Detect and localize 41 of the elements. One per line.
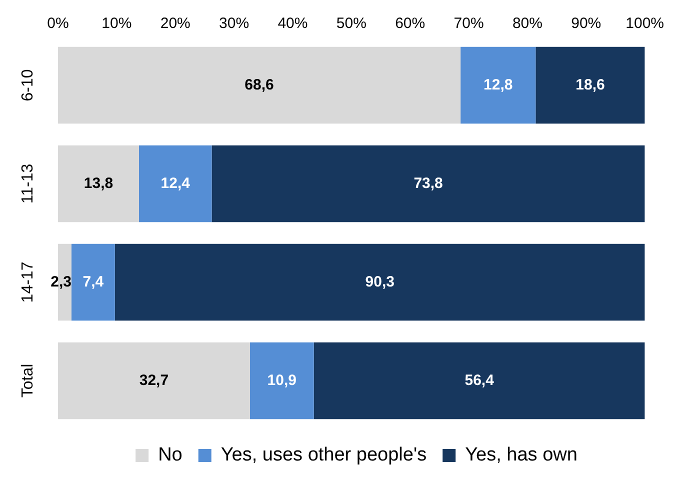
y-tick-label: 6-10 — [19, 69, 36, 102]
data-label: 90,3 — [365, 273, 394, 290]
data-label: 18,6 — [576, 76, 605, 94]
bar — [460, 46, 536, 124]
x-tick-label: 30% — [219, 15, 250, 32]
y-tick-label: Total — [19, 364, 36, 398]
bar — [250, 342, 314, 420]
x-tick-label: 60% — [395, 15, 426, 32]
bar — [58, 342, 250, 420]
x-tick-label: 20% — [160, 15, 190, 32]
legend-label: Yes, has own — [465, 444, 578, 466]
data-label: 12,4 — [160, 174, 191, 192]
data-label: 12,8 — [484, 76, 513, 94]
y-tick-label: 14-17 — [19, 262, 36, 303]
bar — [536, 46, 645, 124]
x-tick-label: 10% — [102, 15, 132, 32]
x-tick-label: 50% — [336, 15, 366, 32]
x-tick-label: 90% — [571, 15, 602, 32]
bar — [138, 145, 212, 222]
bar — [314, 342, 645, 420]
bar — [58, 46, 461, 124]
data-label: 7,4 — [82, 273, 104, 290]
data-label: 10,9 — [267, 372, 296, 389]
data-label: 68,6 — [244, 76, 274, 94]
bar — [71, 244, 115, 321]
data-label: 13,8 — [84, 174, 114, 192]
bar — [58, 145, 139, 222]
legend-label: Yes, uses other people's — [220, 444, 427, 466]
x-tick-label: 0% — [47, 15, 69, 32]
data-label: 32,7 — [139, 372, 169, 389]
x-tick-label: 70% — [454, 15, 484, 32]
bar — [114, 244, 645, 321]
x-tick-label: 80% — [512, 15, 542, 32]
x-tick-label: 100% — [626, 15, 664, 32]
legend-label: No — [158, 444, 182, 466]
bar — [212, 145, 645, 222]
data-label: 56,4 — [464, 372, 495, 389]
x-tick-label: 40% — [278, 15, 308, 32]
data-label: 2,3 — [50, 273, 72, 290]
data-label: 73,8 — [414, 174, 443, 192]
y-tick-label: 11-13 — [19, 164, 36, 204]
